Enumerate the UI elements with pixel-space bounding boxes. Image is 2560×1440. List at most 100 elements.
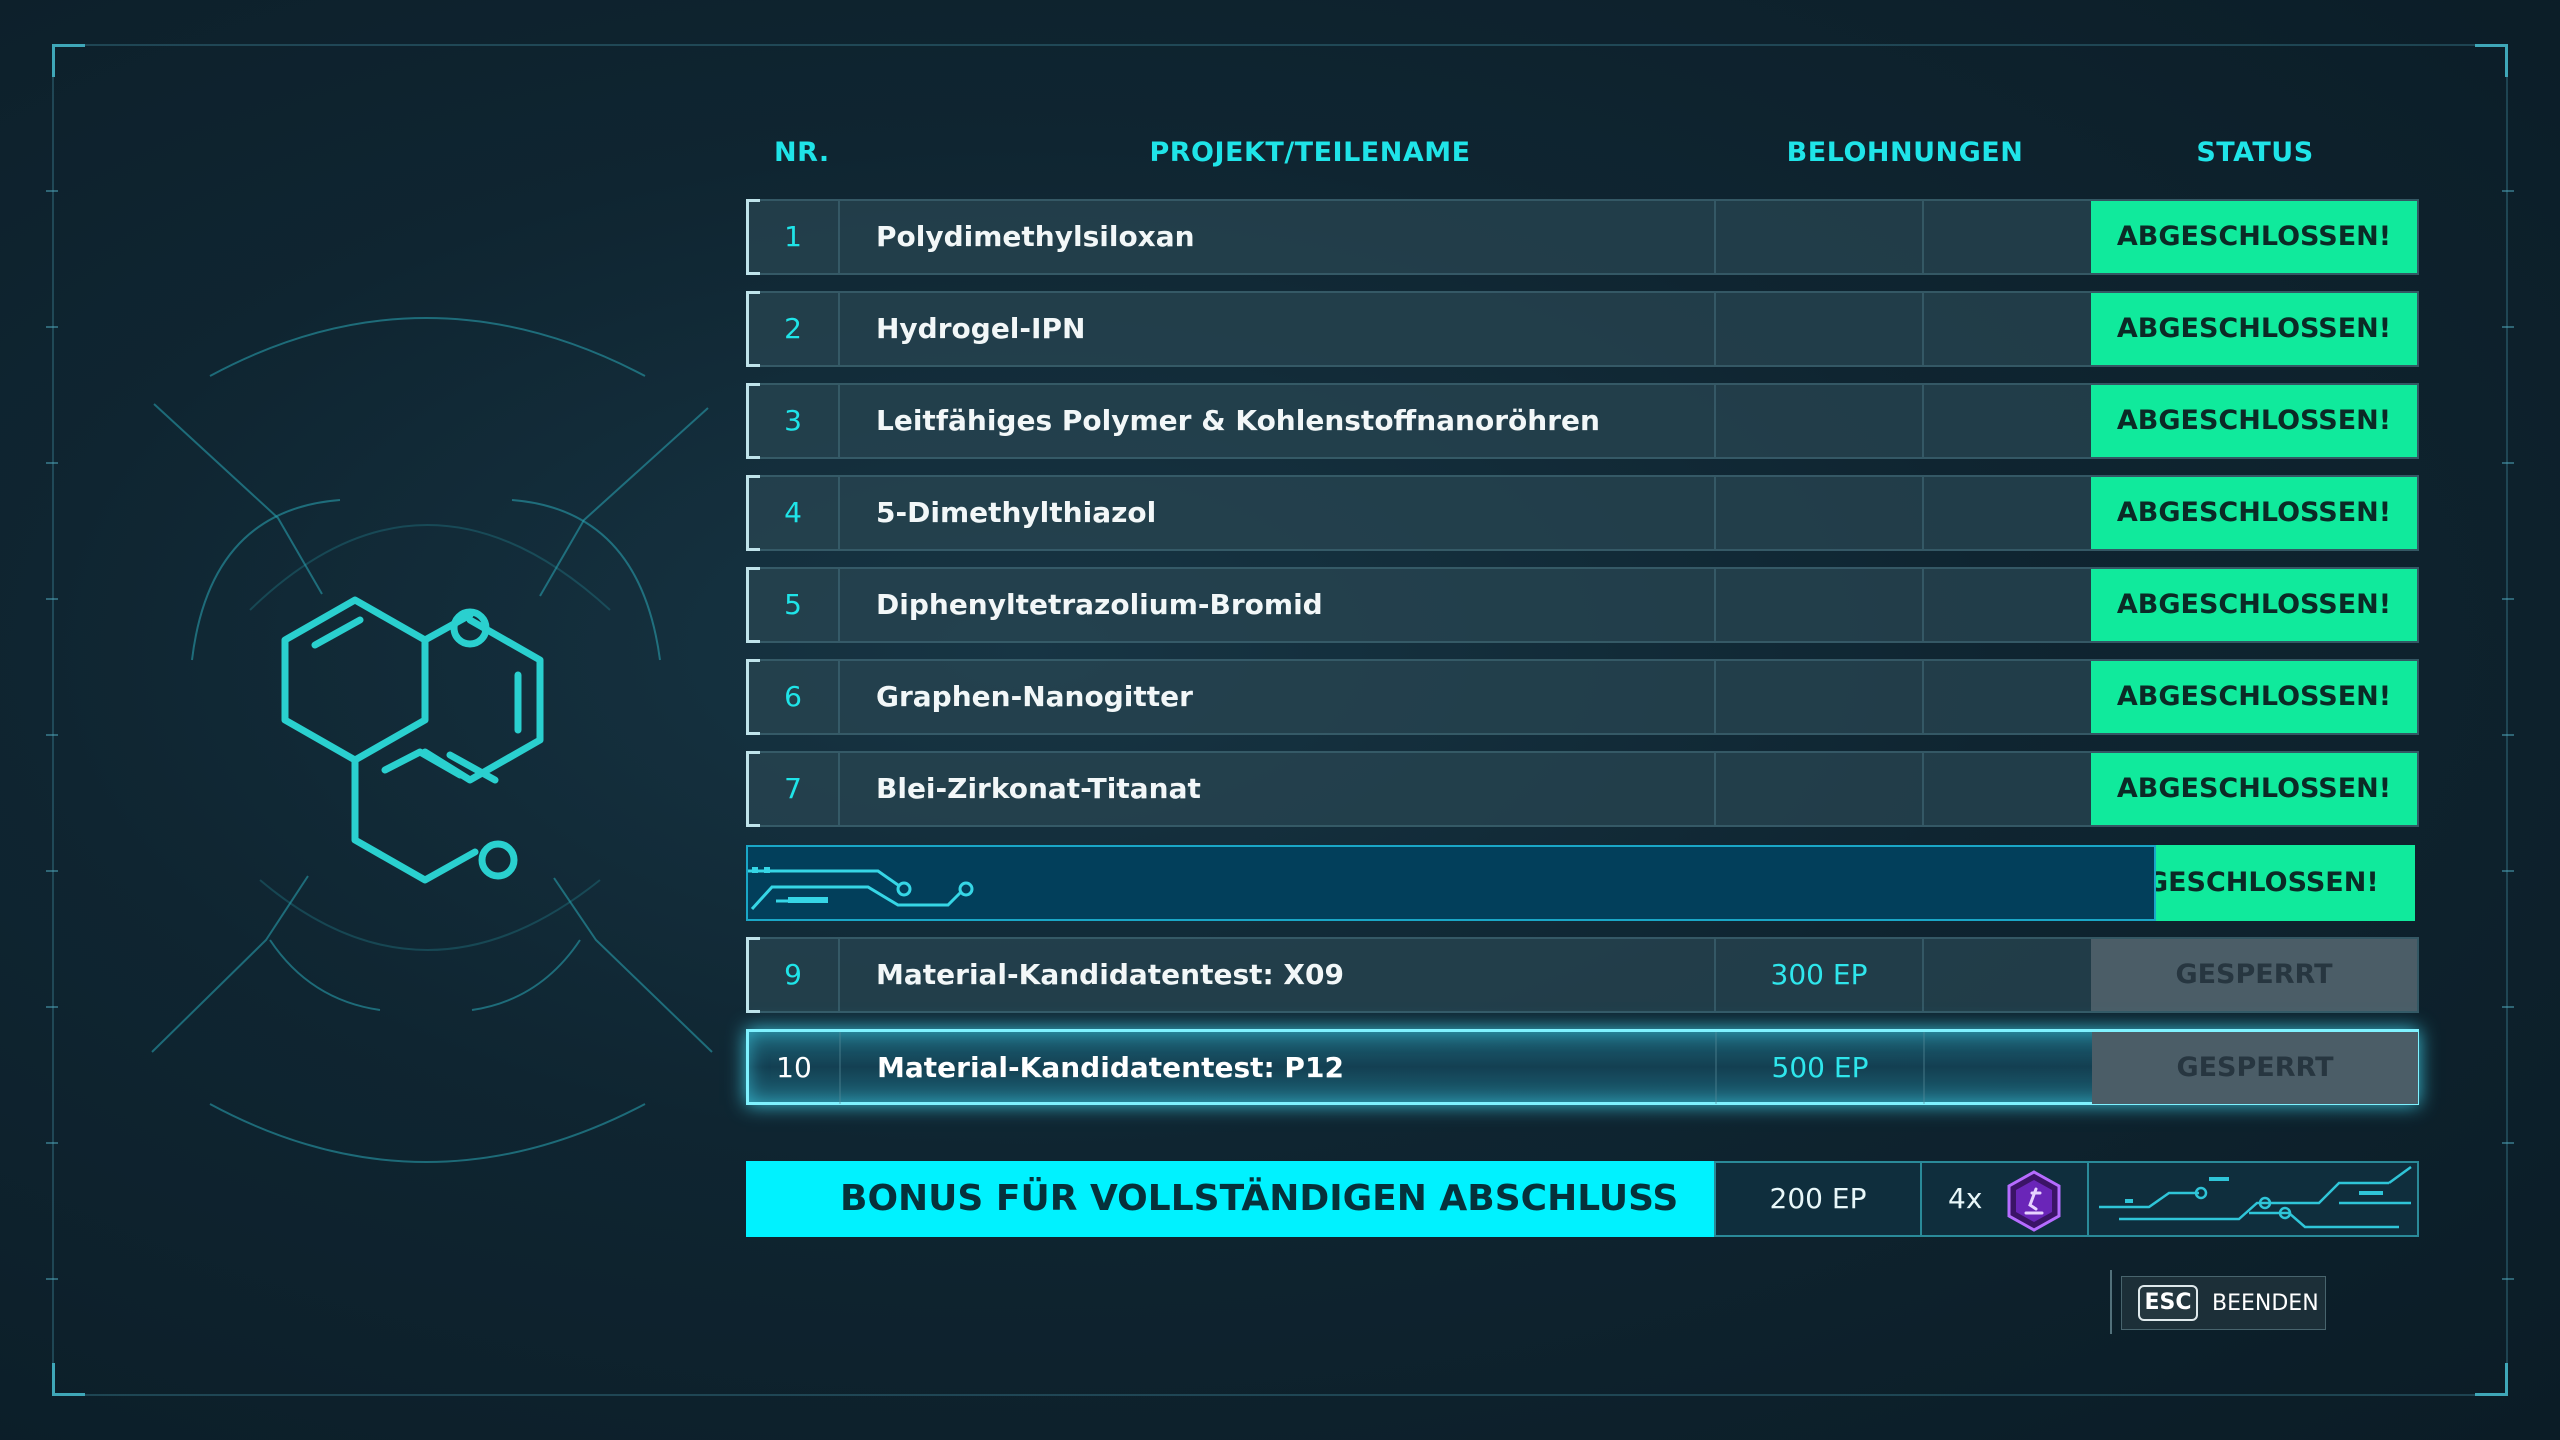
- frame-tick: [2502, 190, 2514, 192]
- row-bracket: [746, 475, 760, 551]
- frame-tick: [46, 1278, 58, 1280]
- frame-tick: [2502, 326, 2514, 328]
- row-number: 9: [748, 939, 840, 1011]
- frame-tick: [2502, 1142, 2514, 1144]
- row-reward: [1716, 477, 1924, 549]
- frame-tick: [2502, 1006, 2514, 1008]
- row-project-name: Polydimethylsiloxan: [840, 201, 1716, 273]
- exit-button[interactable]: ESC BEENDEN: [2121, 1276, 2326, 1330]
- circuit-icon: [2099, 1165, 2412, 1229]
- row-number: 1: [748, 201, 840, 273]
- frame-tick: [2502, 462, 2514, 464]
- frame-corner: [2475, 1363, 2508, 1396]
- row-extra: [1924, 939, 2091, 1011]
- project-row-3[interactable]: 3 Leitfähiges Polymer & Kohlenstoffnanor…: [746, 383, 2419, 459]
- row-number: 10: [749, 1032, 841, 1104]
- project-row-1[interactable]: 1 Polydimethylsiloxan ABGESCHLOSSEN!: [746, 199, 2419, 275]
- row-number: 4: [748, 477, 840, 549]
- row-bracket: [746, 751, 760, 827]
- molecule-emblem-icon: [151, 317, 713, 1163]
- project-row-2[interactable]: 2 Hydrogel-IPN ABGESCHLOSSEN!: [746, 291, 2419, 367]
- row-project-name: 5-Dimethylthiazol: [840, 477, 1716, 549]
- status-badge: ABGESCHLOSSEN!: [2091, 385, 2417, 457]
- row-bracket: [746, 659, 760, 735]
- row-extra: [1924, 477, 2091, 549]
- status-badge: ABGESCHLOSSEN!: [2091, 661, 2417, 733]
- row-project-name: Hydrogel-IPN: [840, 293, 1716, 365]
- column-header-rewards: BELOHNUNGEN: [1786, 137, 2024, 168]
- frame-tick: [46, 598, 58, 600]
- row-bracket: [746, 291, 760, 367]
- research-token-icon: [2007, 1170, 2061, 1232]
- status-badge-text: BGESCHLOSSEN!: [2125, 867, 2379, 898]
- row-extra: [1925, 1032, 2092, 1104]
- exit-label: BEENDEN: [2212, 1291, 2319, 1316]
- frame-corner: [52, 1363, 85, 1396]
- row-project-name: Graphen-Nanogitter: [840, 661, 1716, 733]
- column-header-project: PROJEKT/TEILENAME: [1149, 137, 1471, 168]
- row-transition-overlay: [746, 845, 2156, 921]
- row-reward: [1716, 293, 1924, 365]
- frame-tick: [2502, 734, 2514, 736]
- project-row-8[interactable]: BGESCHLOSSEN!: [746, 845, 2419, 921]
- row-project-name: Leitfähiges Polymer & Kohlenstoffnanoröh…: [840, 385, 1716, 457]
- row-extra: [1924, 753, 2091, 825]
- bonus-title: BONUS FÜR VOLLSTÄNDIGEN ABSCHLUSS: [746, 1161, 1714, 1237]
- project-row-7[interactable]: 7 Blei-Zirkonat-Titanat ABGESCHLOSSEN!: [746, 751, 2419, 827]
- project-row-9[interactable]: 9 Material-Kandidatentest: X09 300 EP GE…: [746, 937, 2419, 1013]
- row-bracket: [746, 567, 760, 643]
- row-number: 7: [748, 753, 840, 825]
- row-bracket: [746, 383, 760, 459]
- row-project-name: Blei-Zirkonat-Titanat: [840, 753, 1716, 825]
- frame-tick: [46, 870, 58, 872]
- frame-corner: [2475, 44, 2508, 77]
- frame-tick: [46, 1142, 58, 1144]
- project-row-4[interactable]: 4 5-Dimethylthiazol ABGESCHLOSSEN!: [746, 475, 2419, 551]
- bonus-token-reward: 4x: [1922, 1161, 2089, 1237]
- status-badge: ABGESCHLOSSEN!: [2091, 477, 2417, 549]
- status-badge: GESPERRT: [2091, 939, 2417, 1011]
- project-row-5[interactable]: 5 Diphenyltetrazolium-Bromid ABGESCHLOSS…: [746, 567, 2419, 643]
- row-reward: 500 EP: [1717, 1032, 1925, 1104]
- esc-key-icon: ESC: [2138, 1285, 2198, 1321]
- row-number: 6: [748, 661, 840, 733]
- row-extra: [1924, 293, 2091, 365]
- row-project-name: Material-Kandidatentest: X09: [840, 939, 1716, 1011]
- row-extra: [1924, 201, 2091, 273]
- row-reward: [1716, 201, 1924, 273]
- row-project-name: Material-Kandidatentest: P12: [841, 1032, 1717, 1104]
- frame-tick: [46, 326, 58, 328]
- frame-tick: [46, 1006, 58, 1008]
- hud-frame: [46, 44, 2514, 1396]
- status-badge: ABGESCHLOSSEN!: [2091, 569, 2417, 641]
- row-extra: [1924, 661, 2091, 733]
- project-row-10[interactable]: 10 Material-Kandidatentest: P12 500 EP G…: [746, 1029, 2419, 1105]
- row-extra: [1924, 569, 2091, 641]
- row-number: 5: [748, 569, 840, 641]
- row-number: 2: [748, 293, 840, 365]
- status-badge: GESPERRT: [2092, 1032, 2418, 1104]
- frame-tick: [2502, 1278, 2514, 1280]
- project-row-6[interactable]: 6 Graphen-Nanogitter ABGESCHLOSSEN!: [746, 659, 2419, 735]
- row-project-name: Diphenyltetrazolium-Bromid: [840, 569, 1716, 641]
- bonus-multiplier: 4x: [1948, 1182, 1983, 1215]
- frame-corner: [52, 44, 85, 77]
- row-reward: 300 EP: [1716, 939, 1924, 1011]
- status-badge: ABGESCHLOSSEN!: [2091, 293, 2417, 365]
- frame-tick: [46, 190, 58, 192]
- row-reward: [1716, 385, 1924, 457]
- column-header-nr: NR.: [774, 137, 830, 168]
- column-header-status: STATUS: [2196, 137, 2314, 168]
- row-bracket: [746, 937, 760, 1013]
- bonus-circuit-panel: [2089, 1161, 2419, 1237]
- status-badge: ABGESCHLOSSEN!: [2091, 753, 2417, 825]
- bonus-ep: 200 EP: [1714, 1161, 1922, 1237]
- completion-bonus-row: BONUS FÜR VOLLSTÄNDIGEN ABSCHLUSS 200 EP…: [746, 1161, 2419, 1237]
- hint-divider: [2110, 1270, 2112, 1334]
- row-number: 3: [748, 385, 840, 457]
- row-bracket: [746, 199, 760, 275]
- circuit-icon: [748, 867, 974, 911]
- frame-tick: [2502, 598, 2514, 600]
- frame-tick: [2502, 870, 2514, 872]
- status-badge: ABGESCHLOSSEN!: [2091, 201, 2417, 273]
